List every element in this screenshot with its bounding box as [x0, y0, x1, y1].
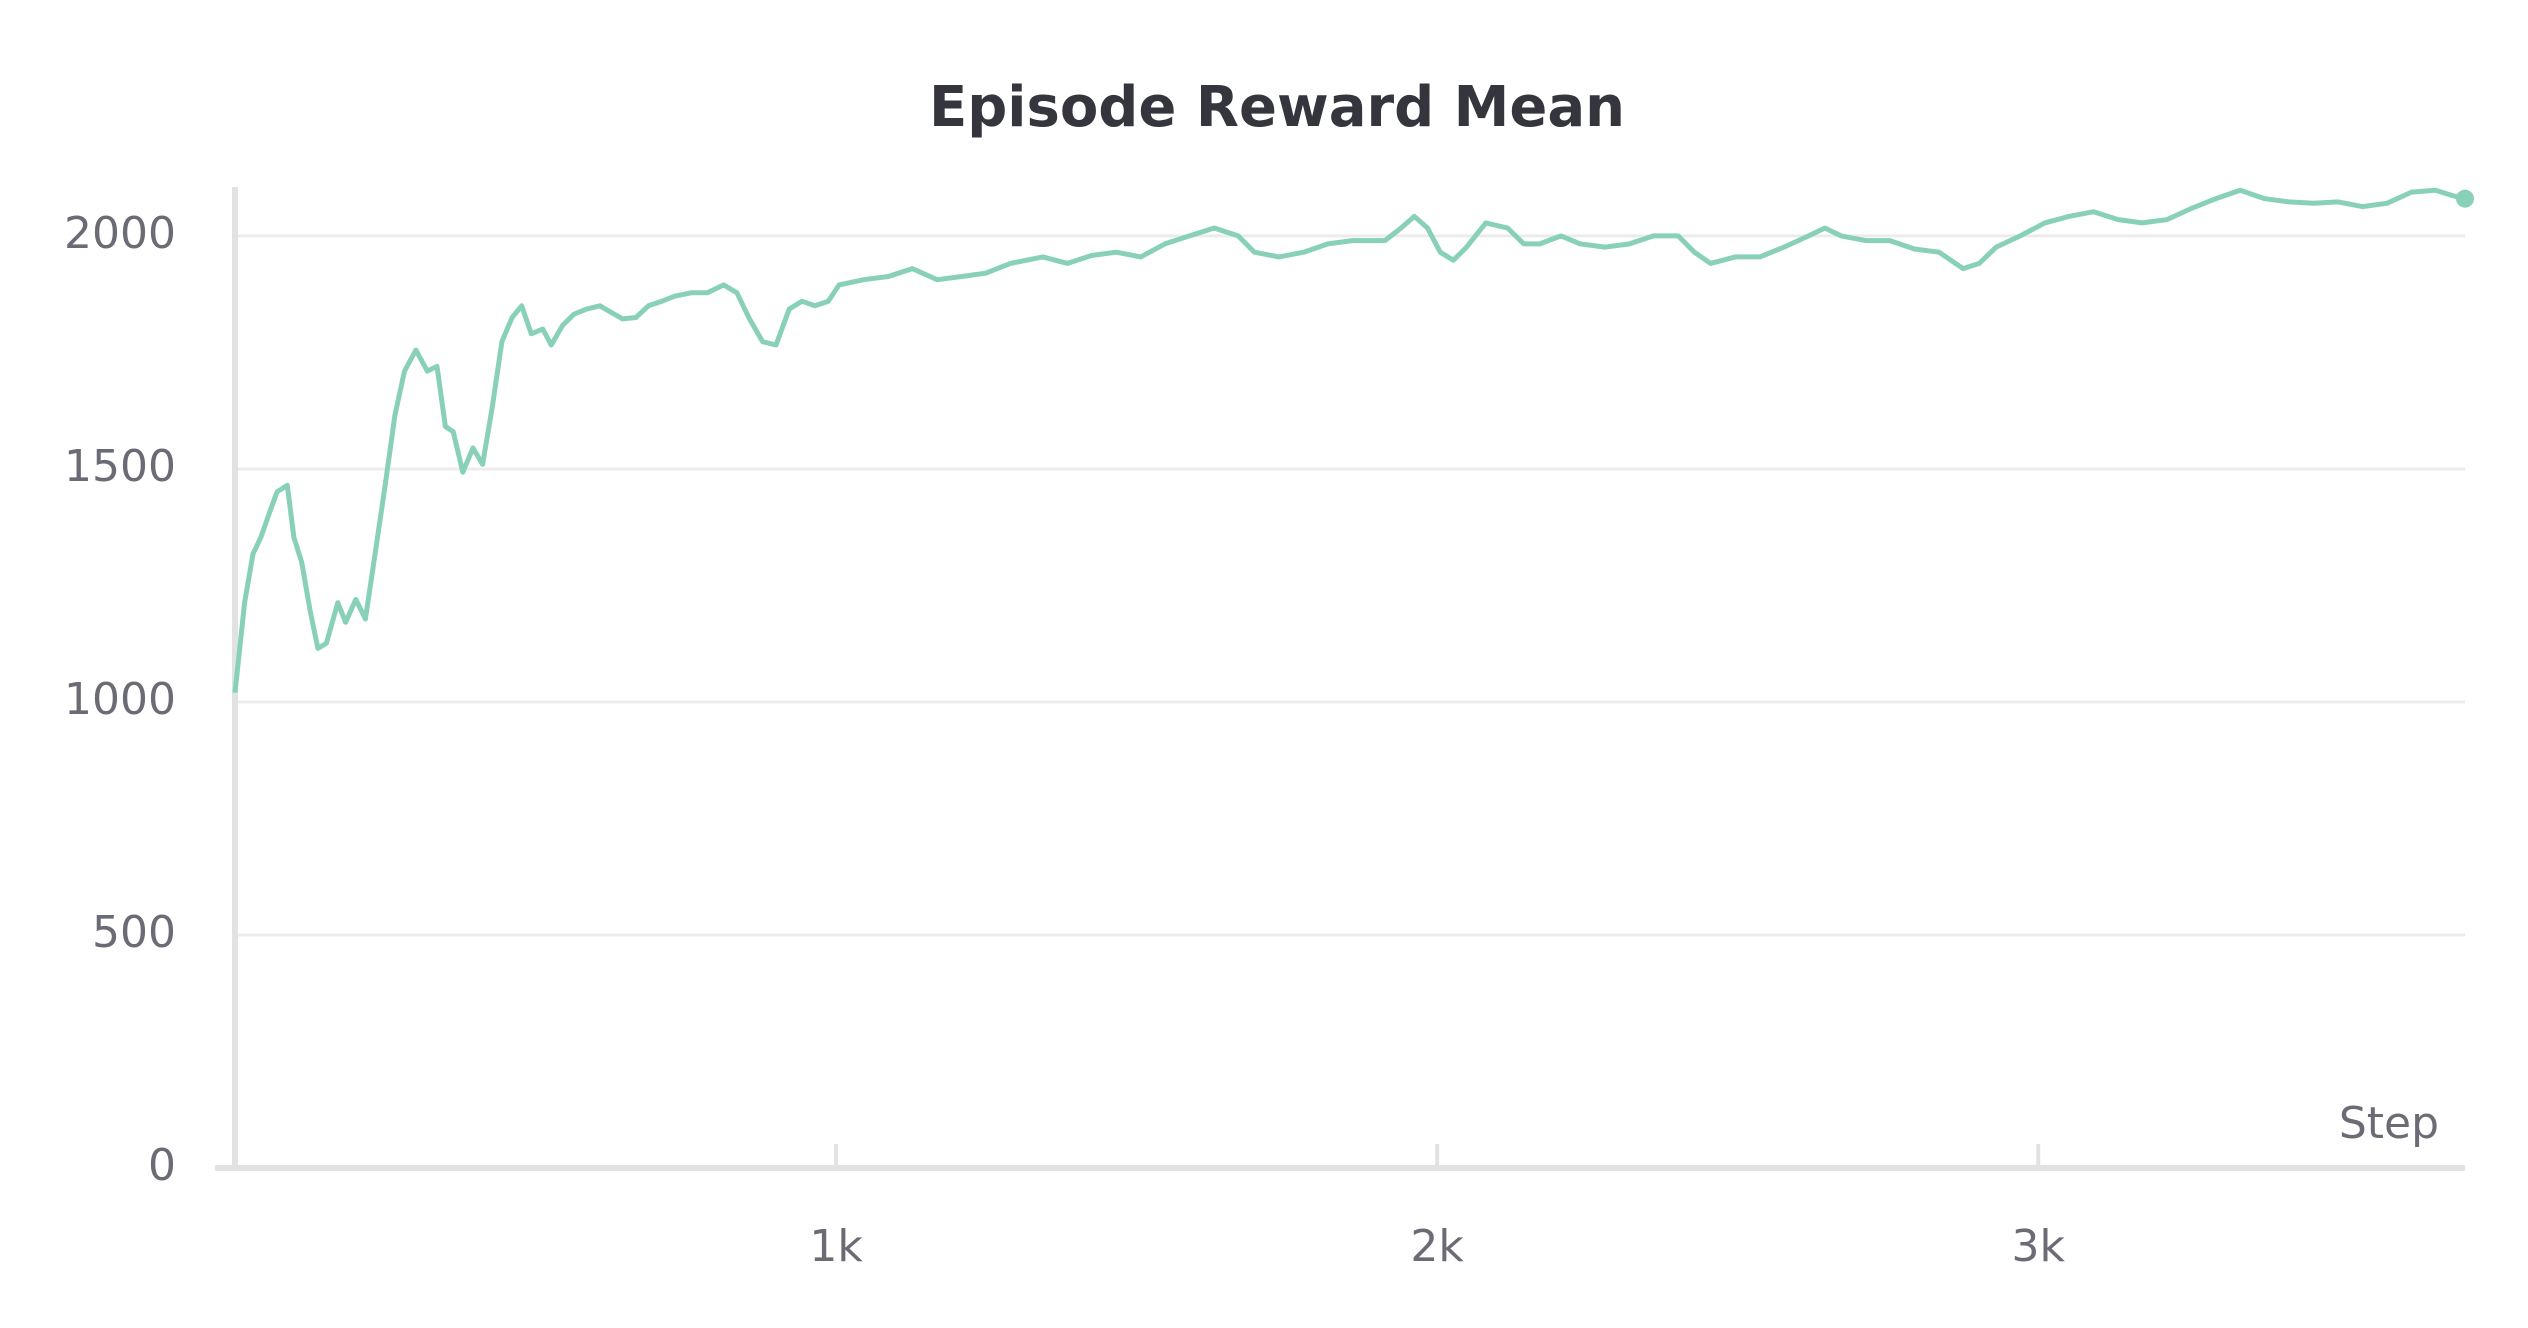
data-line	[232, 187, 2466, 693]
end-point	[2456, 189, 2474, 208]
y-tick-label: 1500	[64, 441, 176, 492]
y-tick-label: 2000	[64, 208, 176, 259]
y-tick-label: 1000	[64, 674, 176, 725]
x-tick-label: 1k	[809, 1221, 863, 1272]
y-tick-label: 500	[92, 907, 176, 958]
x-tick-label: 2k	[1410, 1221, 1464, 1272]
chart-title: Episode Reward Mean	[929, 75, 1625, 140]
x-axis-label: Step	[2339, 1098, 2439, 1149]
y-tick-label: 0	[148, 1140, 176, 1191]
x-tick-label: 3k	[2011, 1221, 2065, 1272]
